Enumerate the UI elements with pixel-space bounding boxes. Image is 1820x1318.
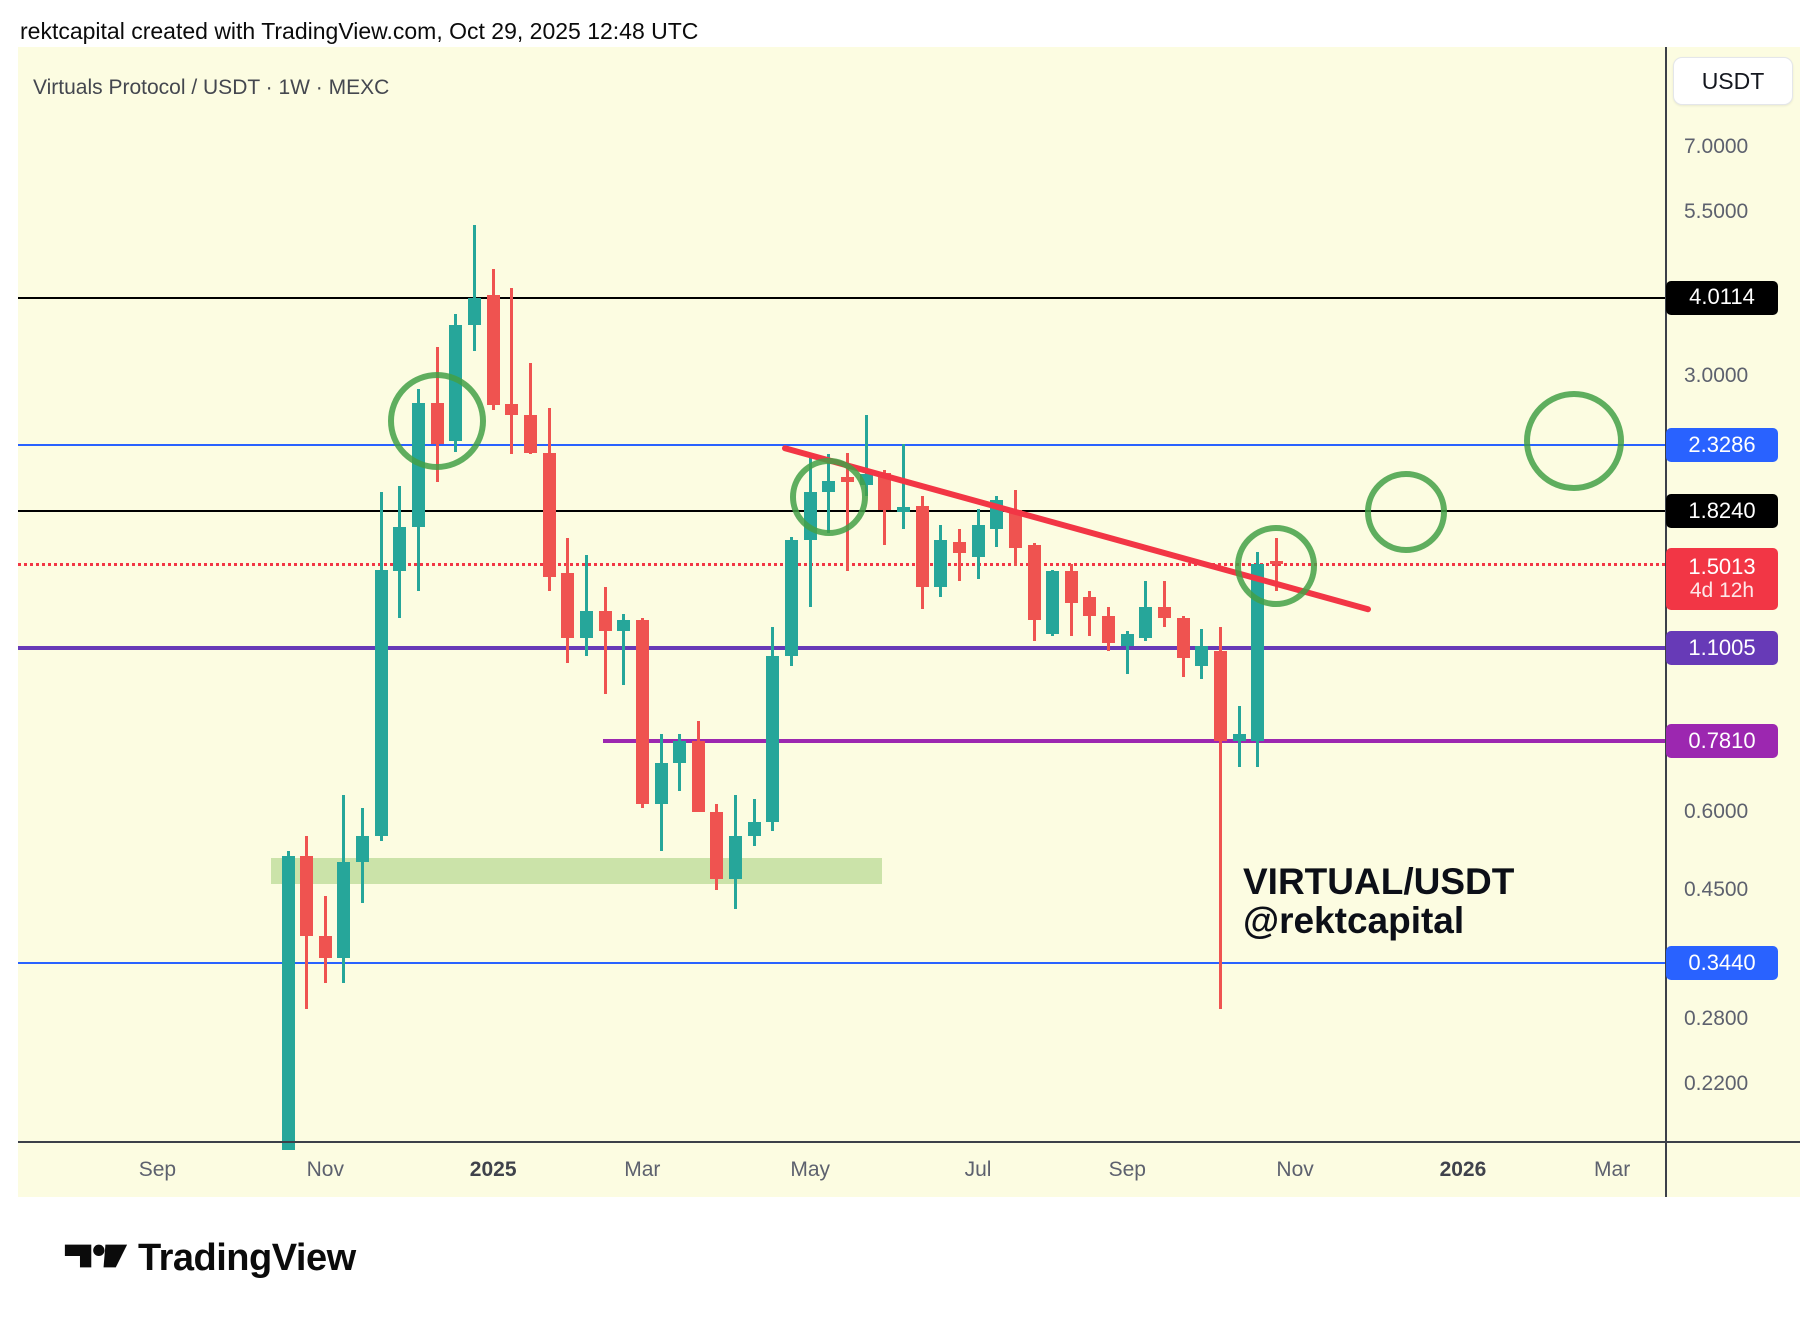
candle-body [337, 861, 351, 959]
candle-body [1232, 734, 1246, 742]
candle-body [598, 611, 612, 632]
candle-body [617, 620, 631, 632]
watermark-symbol: VIRTUAL/USDT [1243, 861, 1515, 902]
candle-body [523, 415, 537, 454]
price-level-line-4.0114[interactable] [18, 296, 1665, 299]
price-level-line-0.7810[interactable] [603, 738, 1665, 743]
attribution-header: rektcapital created with TradingView.com… [20, 18, 699, 44]
candle-body [747, 821, 761, 836]
candle-body [1120, 633, 1134, 646]
candle-body [635, 620, 649, 804]
candle-body [374, 569, 388, 836]
green-circle-annotation-5[interactable] [1524, 391, 1624, 492]
candle-body [505, 403, 519, 416]
candle-body [1139, 607, 1153, 639]
candle-wick [622, 613, 626, 686]
candle-body [1158, 607, 1172, 618]
price-axis-border [1665, 47, 1667, 1197]
candle-wick [473, 225, 476, 352]
candle-body [542, 453, 556, 578]
green-circle-annotation-2[interactable] [790, 458, 868, 537]
candle-body [1195, 645, 1209, 666]
candle-body [673, 741, 687, 764]
watermark: VIRTUAL/USDT @rektcapital [1243, 862, 1514, 940]
candle-wick [603, 586, 607, 694]
candle-body [729, 836, 743, 879]
tradingview-logo[interactable]: TradingView [63, 1236, 356, 1281]
candle-wick [528, 363, 532, 455]
candle-body [1102, 615, 1116, 644]
candle-wick [1219, 626, 1222, 1010]
candle-body [561, 573, 575, 639]
price-level-line-0.3440[interactable] [18, 962, 1665, 965]
candle-body [281, 856, 295, 1150]
candle-body [1176, 617, 1190, 659]
green-circle-annotation-1[interactable] [388, 372, 486, 471]
time-axis-border [18, 1141, 1800, 1143]
symbol-title: Virtuals Protocol / USDT · 1W · MEXC [33, 76, 390, 99]
price-level-line-1.1005[interactable] [18, 646, 1665, 651]
currency-toggle-button[interactable]: USDT [1673, 57, 1793, 105]
candle-body [300, 856, 314, 937]
candle-wick [510, 288, 514, 455]
tradingview-logo-icon [63, 1236, 129, 1281]
candle-body [766, 655, 780, 822]
chart-background [18, 47, 1800, 1197]
candle-body [468, 298, 481, 326]
green-circle-annotation-3[interactable] [1235, 524, 1317, 607]
candle-body [1214, 650, 1227, 742]
candle-body [654, 763, 668, 804]
candle-body [356, 836, 370, 862]
candle-body [393, 527, 407, 572]
candle-body [691, 741, 705, 813]
green-circle-annotation-4[interactable] [1365, 470, 1447, 553]
candle-body [579, 611, 593, 639]
support-zone [271, 858, 882, 884]
candle-body [486, 294, 500, 405]
candle-body [710, 812, 724, 879]
price-level-line-2.3286[interactable] [18, 443, 1665, 446]
tradingview-logo-text: TradingView [138, 1237, 356, 1279]
candle-body [318, 936, 332, 959]
candle-wick [584, 555, 588, 656]
candle-wick [1125, 631, 1129, 674]
watermark-author: @rektcapital [1243, 900, 1465, 941]
